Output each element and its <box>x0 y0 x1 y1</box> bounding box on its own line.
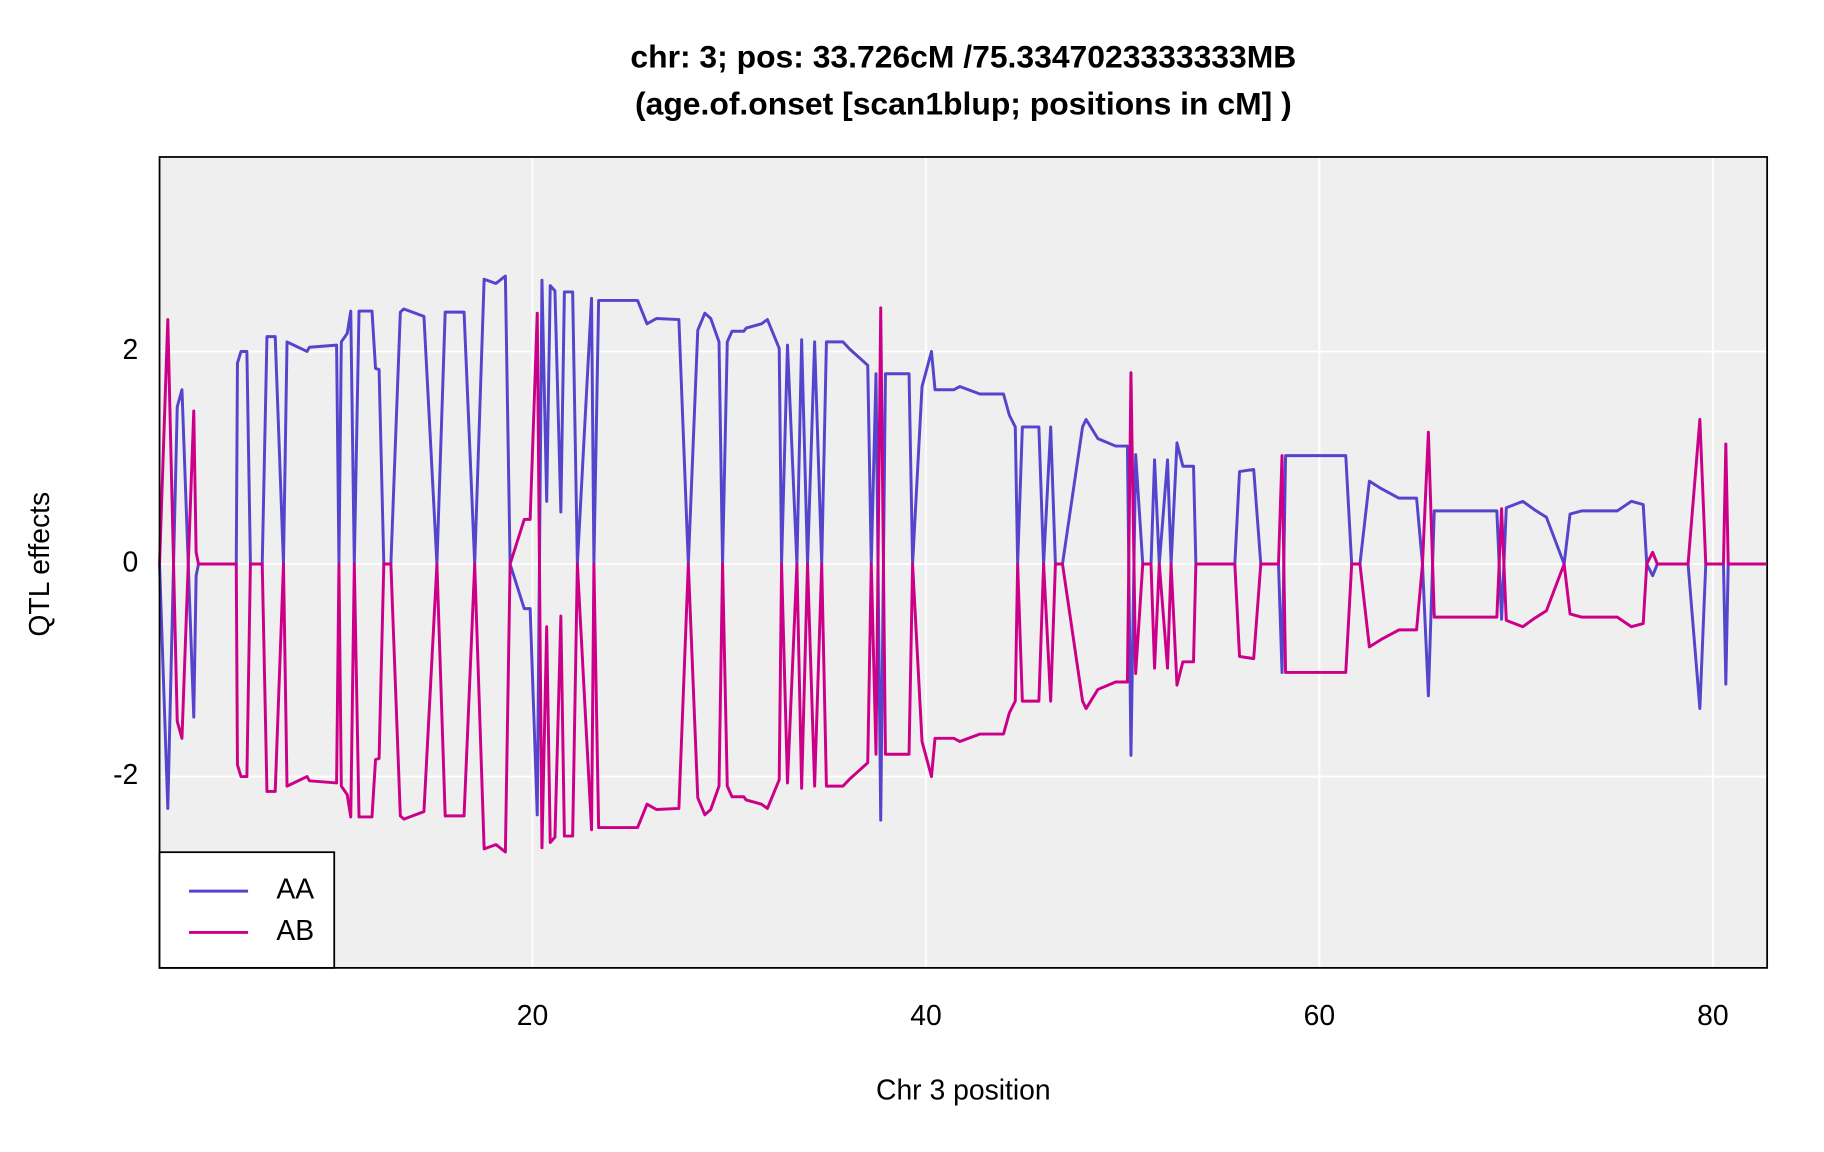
y-tick-label: -2 <box>113 759 138 791</box>
chart-title: chr: 3; pos: 33.726cM /75.3347023333333M… <box>630 38 1296 74</box>
y-tick-label: 0 <box>123 547 139 579</box>
x-tick-label: 60 <box>1304 1000 1336 1032</box>
legend-box <box>158 851 336 969</box>
x-tick-label: 80 <box>1697 1000 1729 1032</box>
plot-frame <box>158 156 1769 969</box>
legend-label: AA <box>276 874 314 906</box>
legend-label: AB <box>276 915 314 947</box>
x-axis-label: Chr 3 position <box>876 1074 1051 1106</box>
plot-background <box>159 156 1768 968</box>
series-line <box>158 274 1766 822</box>
y-axis-label: QTL effects <box>24 492 56 637</box>
x-tick-label: 40 <box>910 1000 942 1032</box>
chart-subtitle: (age.of.onset [scan1blup; positions in c… <box>635 86 1292 122</box>
series-line <box>158 306 1766 854</box>
x-tick-label: 20 <box>517 1000 549 1032</box>
y-tick-label: 2 <box>123 334 139 366</box>
